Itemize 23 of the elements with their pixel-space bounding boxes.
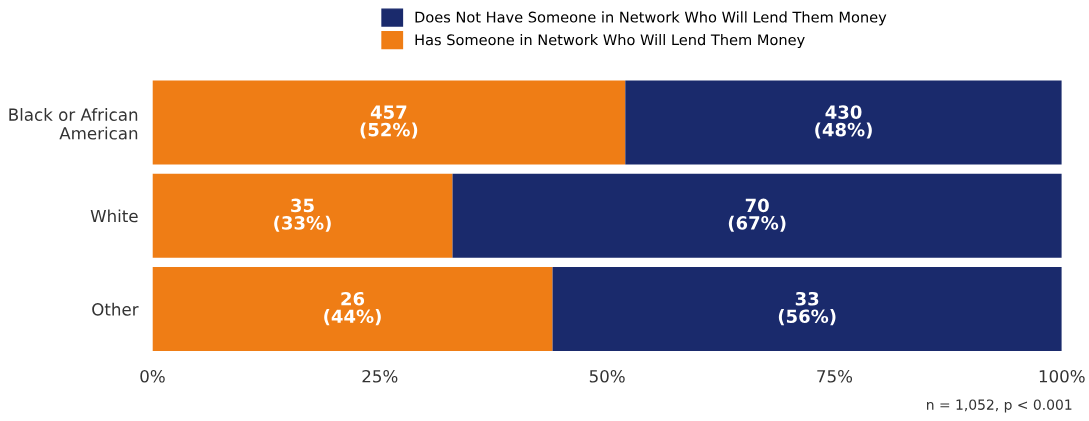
x-tick-label: 50% [589, 369, 625, 383]
y-tick-label: Black or African American [9, 108, 138, 140]
y-tick-label: White [90, 209, 138, 223]
bar [152, 173, 453, 258]
text: n = 1,052, p < 0.001 [927, 399, 1072, 413]
y-tick-label: Other [92, 302, 139, 316]
data-label: 457 (52%) [360, 105, 418, 139]
data-label: 33 (56%) [778, 291, 836, 326]
bar [552, 267, 1062, 352]
x-tick-label: 0% [140, 369, 165, 383]
x-tick-label: 75% [817, 369, 853, 383]
bar [152, 267, 553, 352]
x-tick-label: 25% [362, 369, 398, 383]
bar [152, 80, 626, 165]
data-label: 26 (44%) [324, 291, 381, 326]
legend-label: Does Not Have Someone in Network Who Will Lend Them Money [415, 11, 887, 26]
data-label: 430 (48%) [815, 105, 872, 139]
bar [452, 173, 1062, 258]
data-label: 70 (67%) [728, 198, 786, 232]
data-label: 35 (33%) [274, 198, 331, 232]
legend-label: Has Someone in Network Who Will Lend Them Money [415, 34, 805, 49]
x-tick-label: 100% [1039, 369, 1085, 383]
bar [625, 80, 1062, 165]
